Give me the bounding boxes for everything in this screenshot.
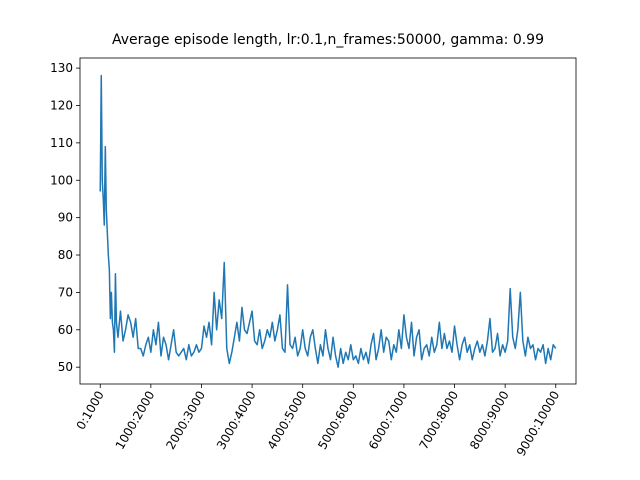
x-tick-label: 6000:7000 <box>366 389 411 452</box>
chart-title: Average episode length, lr:0.1,n_frames:… <box>112 32 544 48</box>
x-tick-label: 5000:6000 <box>315 389 360 452</box>
y-tick-label: 50 <box>58 360 73 374</box>
y-tick-label: 120 <box>50 98 73 112</box>
y-tick-label: 130 <box>50 61 73 75</box>
x-tick-label: 4000:5000 <box>265 389 310 452</box>
x-tick-label: 1000:2000 <box>113 389 158 452</box>
x-tick-label: 0:1000 <box>74 389 107 433</box>
x-tick-label: 3000:4000 <box>214 389 259 452</box>
axes-frame <box>79 57 577 385</box>
line <box>99 74 557 368</box>
x-tick-label: 2000:3000 <box>163 389 208 452</box>
y-tick-label: 60 <box>58 323 73 337</box>
y-tick-label: 70 <box>58 285 73 299</box>
y-tick-label: 110 <box>50 136 73 150</box>
y-tick-label: 80 <box>58 248 73 262</box>
x-tick-label: 8000:9000 <box>467 388 512 451</box>
y-tick-label: 90 <box>58 211 73 225</box>
x-tick-label: 7000:8000 <box>416 389 461 452</box>
y-tick-label: 100 <box>50 173 73 187</box>
x-tick-label: 9000:10000 <box>514 389 563 459</box>
